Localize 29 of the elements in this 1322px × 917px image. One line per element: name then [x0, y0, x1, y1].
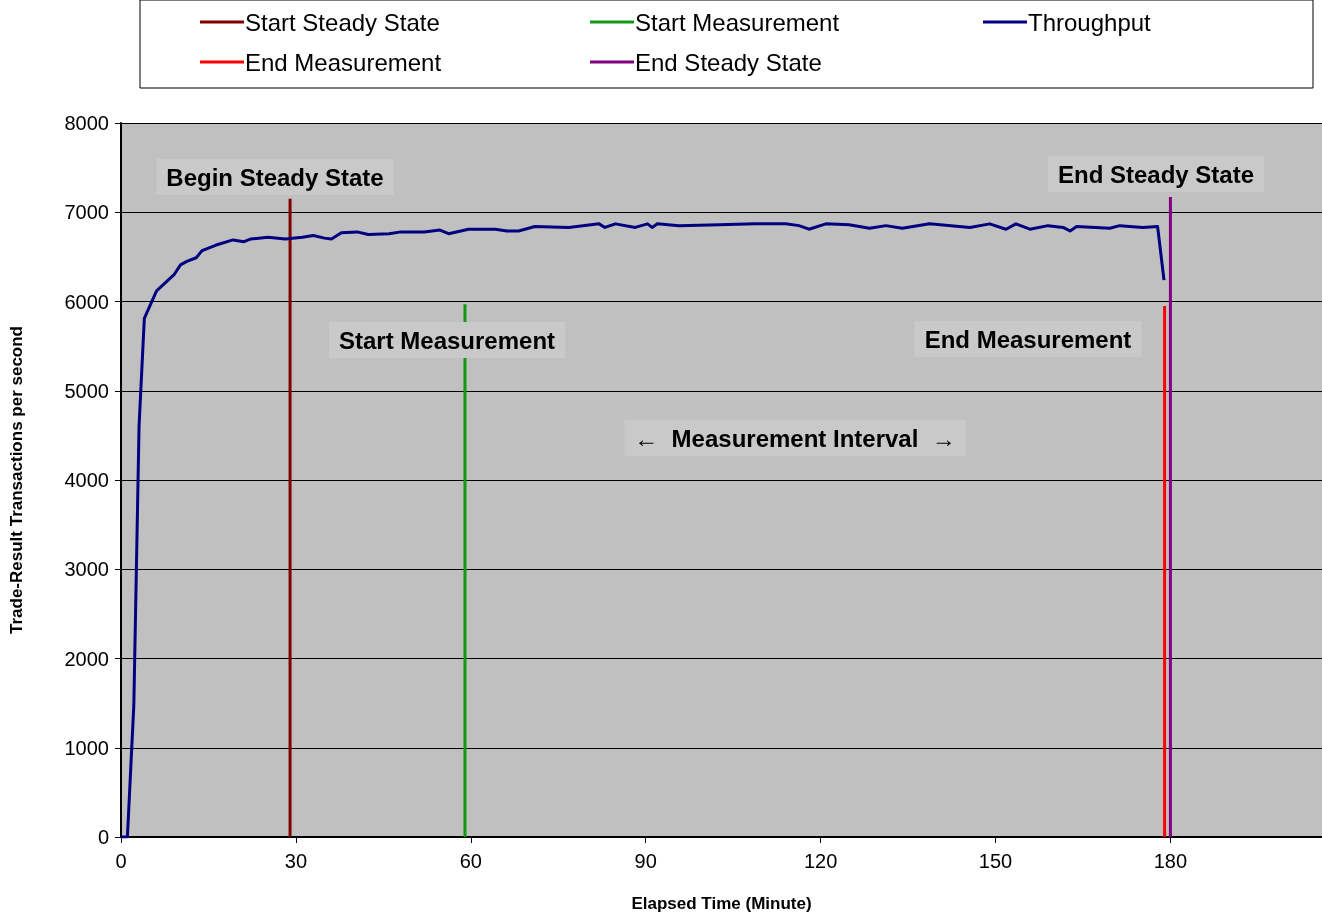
y-tick-label: 5000	[64, 379, 109, 402]
x-axis-title: Elapsed Time (Minute)	[631, 894, 812, 913]
x-tick-label: 180	[1153, 850, 1188, 872]
annotation: ← Measurement Interval →	[634, 424, 956, 452]
line-series	[119, 222, 1166, 839]
y-tick-label: 8000	[64, 112, 109, 134]
legend-label: End Steady State	[635, 48, 822, 76]
y-tick-label: 6000	[64, 290, 109, 313]
y-tick-label: 1000	[64, 736, 109, 759]
y-tick-label: 3000	[64, 558, 109, 581]
legend-label: End Measurement	[245, 48, 442, 76]
annotation: Begin Steady State	[166, 163, 384, 191]
annotation: Start Measurement	[338, 326, 556, 354]
x-tick-label: 30	[284, 850, 308, 872]
x-tick-label: 90	[634, 850, 657, 872]
annotation: End Measurement	[924, 325, 1132, 353]
legend-label: Throughput	[1028, 8, 1152, 36]
y-tick-label: 7000	[64, 201, 109, 224]
y-tick-label: 0	[97, 826, 109, 848]
x-tick-label: 0	[115, 850, 127, 872]
y-tick-label: 4000	[64, 469, 109, 491]
x-tick-label: 150	[978, 850, 1013, 872]
x-tick-label: 120	[803, 850, 838, 872]
legend-label: Start Measurement	[635, 8, 840, 36]
y-tick-label: 2000	[64, 647, 109, 670]
y-axis-title: Trade-Result Transactions per second	[7, 326, 26, 634]
x-tick-label: 60	[459, 850, 482, 872]
legend-label: Start Steady State	[245, 8, 440, 36]
annotation: End Steady State	[1057, 160, 1255, 188]
